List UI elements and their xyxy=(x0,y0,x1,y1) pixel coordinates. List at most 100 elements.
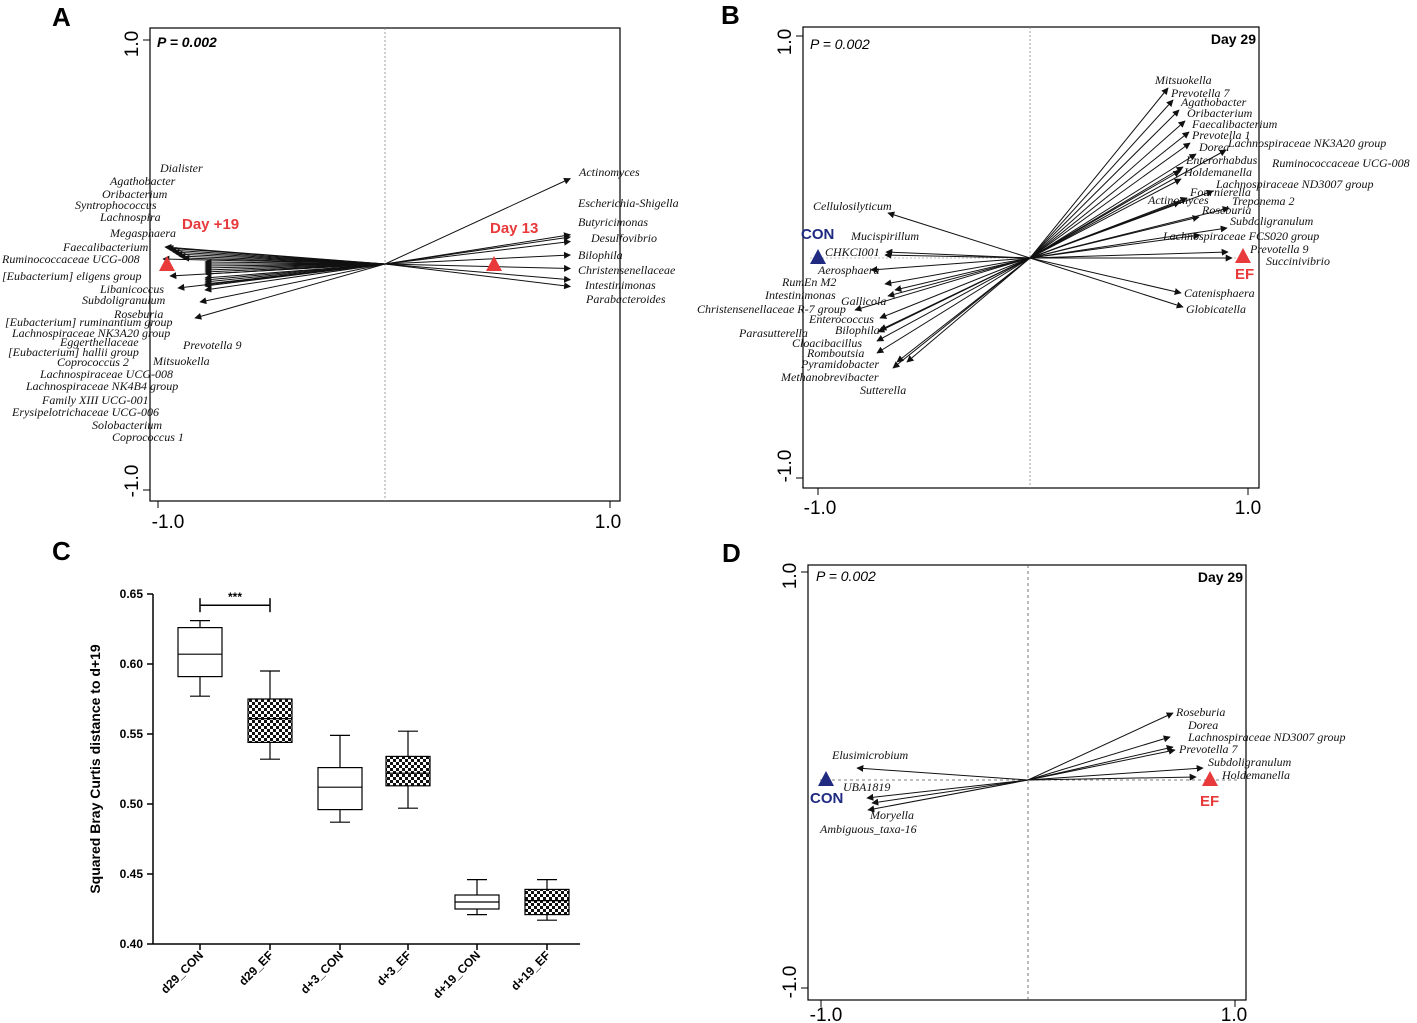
taxon-label-eubacterium-hallii-group: [Eubacterium] hallii group xyxy=(8,345,139,359)
panel-letter-c: C xyxy=(52,536,71,566)
taxon-label-gallicola: Gallicola xyxy=(841,294,886,308)
panel-letter-a: A xyxy=(52,2,71,32)
taxon-label-elusimicrobium: Elusimicrobium xyxy=(831,748,909,762)
arrow-aerosphaera xyxy=(870,257,1031,274)
taxon-label-actinomyces: Actinomyces xyxy=(1147,193,1209,207)
taxon-label-cloacibacillus: Cloacibacillus xyxy=(792,336,862,350)
arrow-chkci001 xyxy=(884,251,1031,259)
arrow-parabacteroides xyxy=(384,263,572,290)
arrow-intestinimonas xyxy=(384,263,572,283)
taxon-label-catenisphaera: Catenisphaera xyxy=(1184,286,1255,300)
taxon-label-subdoligranulum: Subdoligranulum xyxy=(1208,755,1292,769)
arrow-faecalibacterium xyxy=(164,243,386,265)
taxon-label-lachnospiraceae-nk4b4-group: Lachnospiraceae NK4B4 group xyxy=(25,379,178,393)
taxon-label-prevotella-1: Prevotella 1 xyxy=(1191,128,1251,142)
category-label-d-19-ef: d+19_EF xyxy=(508,948,553,993)
taxon-label-christensenellaceae: Christensenellaceae xyxy=(578,263,676,277)
panel-d-xtick-label-right: 1.0 xyxy=(1221,1005,1247,1023)
taxon-label-ruminococcaceae-ucg-008: Ruminococcaceae UCG-008 xyxy=(1271,156,1410,170)
taxon-label-subdoligranulum: Subdoligranulum xyxy=(1230,214,1314,228)
taxon-label-cellulosilyticum: Cellulosilyticum xyxy=(813,199,892,213)
box-d-19-con xyxy=(454,878,500,916)
box-iqr xyxy=(177,626,223,678)
taxon-label-prevotella-9: Prevotella 9 xyxy=(182,338,242,352)
arrow-mucispirillum xyxy=(885,248,1031,259)
box-iqr xyxy=(317,766,363,811)
box-d-19-ef xyxy=(524,878,570,921)
taxon-label-parasutterella: Parasutterella xyxy=(738,326,808,340)
taxon-label-moryella: Moryella xyxy=(869,808,914,822)
taxon-label-lachnospiraceae-nd3007-group: Lachnospiraceae ND3007 group xyxy=(1187,730,1346,744)
taxon-label-fournierella: Fournierella xyxy=(1189,185,1251,199)
panel-a-taxa-labels: Actinomyces Escherichia-Shigella Butyricim… xyxy=(1,161,679,444)
taxon-label-oribacterium: Oribacterium xyxy=(102,187,168,201)
taxon-label-lachnospira: Lachnospira xyxy=(99,210,161,224)
taxon-label-romboutsia: Romboutsia xyxy=(806,346,864,360)
taxon-label-megasphaera: Megasphaera xyxy=(109,226,176,240)
arrow-agathobacter xyxy=(1029,109,1180,259)
taxon-label-mitsuokella: Mitsuokella xyxy=(152,354,210,368)
arrow-rumen-m2 xyxy=(884,257,1031,287)
taxon-label-uba1819: UBA1819 xyxy=(843,780,890,794)
arrow-enterococcus xyxy=(879,257,1031,319)
taxon-label-enterorhabdus: Enterorhabdus xyxy=(1185,153,1258,167)
arrow-lachnospiraceae-fcs020-group xyxy=(1029,232,1201,259)
group-marker-day-19 xyxy=(159,256,175,271)
group-label-con: CON xyxy=(810,790,843,807)
panel-a-arrows xyxy=(162,177,572,320)
box-d29-ef xyxy=(247,670,293,760)
taxon-label-escherichia-shigella: Escherichia-Shigella xyxy=(577,196,679,210)
panel-d-title: Day 29 xyxy=(1198,569,1243,585)
box-d29-con xyxy=(177,619,223,697)
panel-a-ytick-label-bottom: -1.0 xyxy=(122,465,143,498)
group-label-day-19: Day +19 xyxy=(182,216,239,233)
box-d-3-con xyxy=(317,734,363,823)
ytick-label: 0.60 xyxy=(120,657,144,671)
arrow-butyricimonas xyxy=(384,234,572,265)
taxon-label-roseburia: Roseburia xyxy=(1201,203,1251,217)
arrow-uba1819 xyxy=(866,779,1029,801)
arrow-subdoligranulum xyxy=(1027,764,1204,781)
taxon-label-pyramidobacter: Pyramidobacter xyxy=(800,357,879,371)
taxon-label-libanicoccus: Libanicoccus xyxy=(99,282,164,296)
arrow-sutterella xyxy=(906,257,1031,363)
arrow-dorea xyxy=(1027,735,1171,781)
box-iqr xyxy=(385,755,431,787)
taxon-label-prevotella-9: Prevotella 9 xyxy=(1249,242,1309,256)
taxon-label-eubacterium-ruminantium-group: [Eubacterium] ruminantium group xyxy=(5,315,173,329)
panel-c-category-labels: d29_CON d29_EF d+3_CON d+3_EF d+19_CON d+19_E… xyxy=(158,944,553,1001)
category-label-d-3-con: d+3_CON xyxy=(298,948,346,996)
taxon-label-intestinimonas: Intestinimonas xyxy=(764,288,836,302)
panel-b-arrows xyxy=(854,87,1233,369)
arrow-holdemanella xyxy=(1029,178,1182,259)
taxon-label-coprococcus-2: Coprococcus 2 xyxy=(57,355,129,369)
group-marker-day-13 xyxy=(486,256,502,271)
taxon-label-ruminococcaceae-ucg-008: Ruminococcaceae UCG-008 xyxy=(1,252,140,266)
panel-a-p-value: P = 0.002 xyxy=(157,34,217,50)
arrow-roseburia xyxy=(1029,215,1200,259)
taxon-label-prevotella-7: Prevotella 7 xyxy=(1170,86,1231,100)
arrow-mitsuokella xyxy=(1029,87,1169,259)
arrow-ruminococcaceae-ucg-008 xyxy=(1029,170,1181,259)
arrow-intestinimonas xyxy=(894,257,1031,292)
ytick-label: 0.65 xyxy=(120,587,144,601)
group-marker-con xyxy=(810,249,826,264)
taxon-label-bilophila: Bilophila xyxy=(578,248,623,262)
panel-letter-d: D xyxy=(722,538,741,568)
taxon-label-enterococcus: Enterococcus xyxy=(808,312,874,326)
taxon-label-parabacteroides: Parabacteroides xyxy=(585,292,666,306)
taxon-label-agathobacter: Agathobacter xyxy=(109,174,176,188)
taxon-label-intestinimonas: Intestinimonas xyxy=(584,278,656,292)
panel-c-significance: *** xyxy=(199,590,271,613)
taxon-label-globicatella: Globicatella xyxy=(1186,302,1246,316)
arrow-bilophila xyxy=(879,257,1031,331)
taxon-label-lachnospiraceae-nk3a20-group: Lachnospiraceae NK3A20 group xyxy=(1227,136,1386,150)
taxon-label-actinomyces: Actinomyces xyxy=(578,165,640,179)
arrow-bilophila xyxy=(384,251,572,265)
arrow-cellulosilyticum xyxy=(887,211,1031,259)
arrow-cloacibacillus xyxy=(876,257,1031,342)
taxon-label-aerosphaera: Aerosphaera xyxy=(817,263,880,277)
panel-d-arrows xyxy=(856,712,1204,813)
taxon-label-lachnospiraceae-ucg-008: Lachnospiraceae UCG-008 xyxy=(39,367,173,381)
